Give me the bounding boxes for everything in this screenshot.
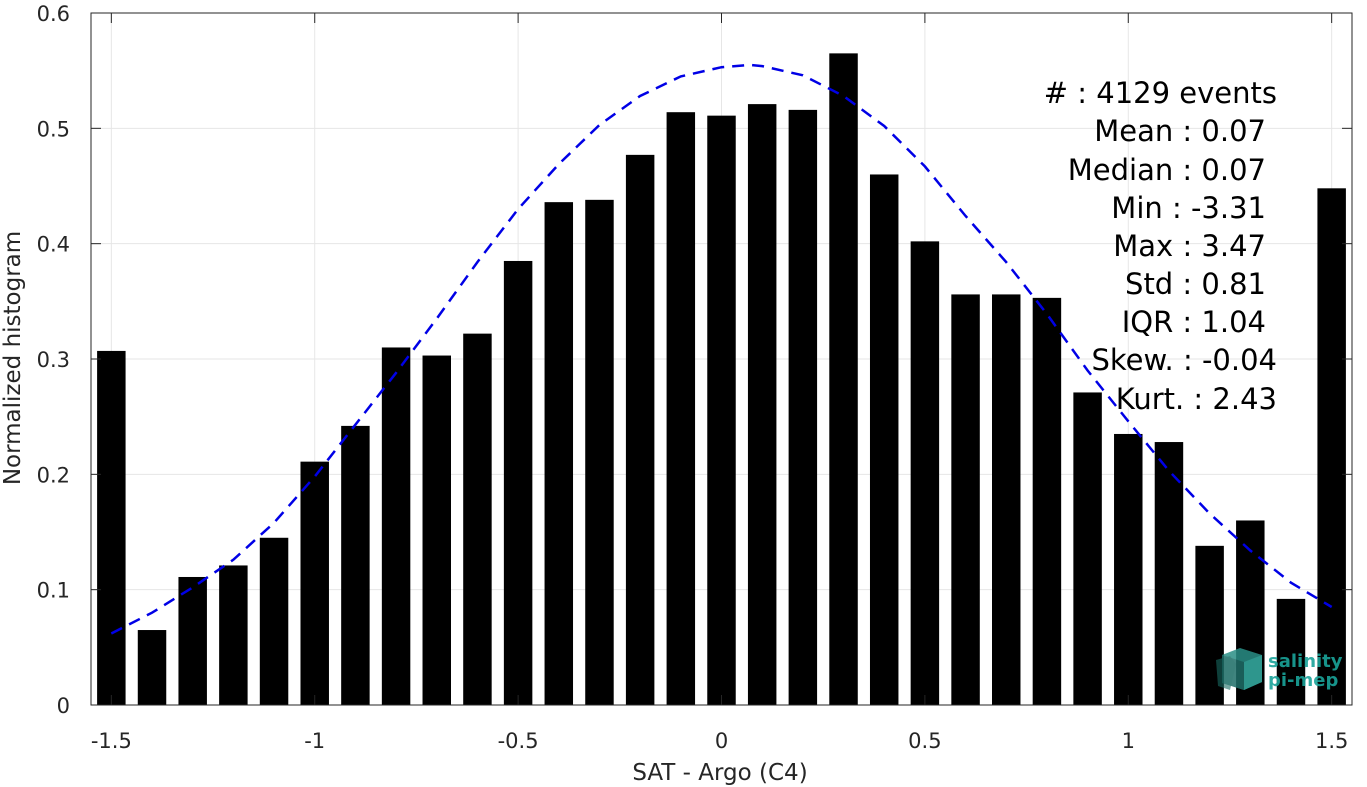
histogram-bar-16: [747, 104, 777, 705]
x-tick-label-3: 0: [715, 729, 728, 753]
histogram-bar-19: [869, 174, 899, 705]
histogram-bar-22: [992, 294, 1021, 705]
histogram-bar-18: [829, 53, 858, 706]
histogram-bar-30: [1317, 188, 1346, 706]
logo-line-1: salinity: [1268, 651, 1343, 672]
salinity-pimep-logo: salinity pi-mep: [1216, 648, 1343, 691]
stat-kurtosis: Kurt. : 2.43: [1116, 382, 1277, 416]
y-tick-label-4: 0.4: [37, 233, 70, 257]
histogram-bar-10: [503, 260, 533, 705]
histogram-bar-24: [1073, 392, 1102, 705]
y-tick-label-3: 0.3: [37, 348, 70, 372]
histogram-bar-17: [788, 109, 818, 705]
y-tick-labels: 0 0.1 0.2 0.3 0.4 0.5 0.6: [37, 2, 70, 718]
histogram-bar-11: [544, 202, 574, 705]
x-tick-label-0: -1.5: [91, 729, 132, 753]
x-tick-labels: -1.5 -1 -0.5 0 0.5 1 1.5: [91, 729, 1349, 753]
stat-iqr: IQR : 1.04: [1122, 305, 1266, 339]
histogram-bar-15: [707, 115, 736, 705]
histogram-bar-4: [259, 537, 289, 705]
logo-cube-icon: [1216, 648, 1262, 690]
histogram-bar-5: [300, 461, 329, 705]
histogram-bar-20: [910, 241, 940, 706]
histogram-bar-7: [381, 347, 411, 705]
logo-line-2: pi-mep: [1268, 670, 1338, 691]
histogram-bar-0: [97, 350, 126, 705]
histogram-bar-29: [1276, 598, 1306, 705]
x-tick-label-1: -1: [304, 729, 325, 753]
x-axis-label: SAT - Argo (C4): [632, 760, 807, 786]
histogram-bar-26: [1154, 442, 1184, 705]
histogram-bar-2: [178, 576, 207, 705]
y-tick-label-2: 0.2: [37, 463, 70, 487]
bars: [97, 53, 1346, 706]
stat-skewness: Skew. : -0.04: [1091, 343, 1277, 377]
stat-count: # : 4129 events: [1044, 76, 1277, 110]
y-axis-label: Normalized histogram: [0, 231, 26, 485]
y-tick-label-0: 0: [57, 694, 70, 718]
stat-min: Min : -3.31: [1111, 191, 1266, 225]
histogram-bar-6: [341, 425, 370, 705]
histogram-bar-9: [463, 333, 492, 705]
histogram-bar-21: [951, 294, 980, 705]
histogram-bar-13: [625, 154, 655, 706]
normal-fit-curve: [110, 63, 1333, 635]
histogram-bar-1: [137, 630, 167, 705]
axis-ticks: [91, 12, 1352, 706]
histogram-bar-25: [1114, 433, 1143, 705]
stat-std: Std : 0.81: [1125, 267, 1266, 301]
histogram-bar-3: [219, 565, 248, 705]
y-tick-label-5: 0.5: [37, 117, 70, 141]
x-tick-label-4: 0.5: [908, 729, 941, 753]
y-tick-label-1: 0.1: [37, 579, 70, 603]
histogram-bar-14: [666, 112, 696, 706]
y-tick-label-6: 0.6: [37, 2, 70, 26]
x-tick-label-2: -0.5: [498, 729, 539, 753]
statistics-annotation: # : 4129 events Mean : 0.07 Median : 0.0…: [1044, 76, 1277, 416]
histogram-bar-23: [1032, 297, 1062, 705]
x-tick-label-6: 1.5: [1315, 729, 1348, 753]
stat-median: Median : 0.07: [1068, 153, 1266, 187]
stat-max: Max : 3.47: [1113, 229, 1266, 263]
histogram-bar-12: [585, 199, 614, 705]
histogram-bar-8: [422, 355, 451, 705]
x-tick-label-5: 1: [1122, 729, 1135, 753]
stat-mean: Mean : 0.07: [1094, 114, 1266, 148]
